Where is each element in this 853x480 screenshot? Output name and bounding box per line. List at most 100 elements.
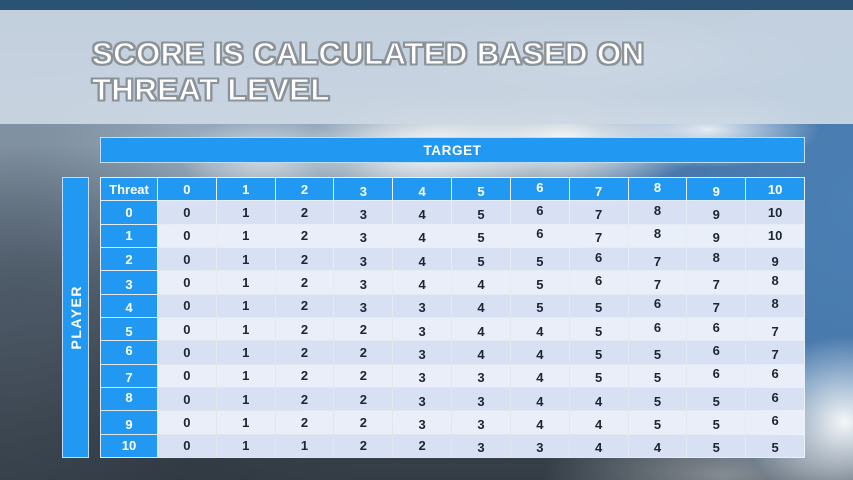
score-cell: 2 (275, 341, 334, 364)
score-cell: 3 (393, 364, 452, 387)
page-title-line2: THREAT LEVEL (91, 71, 330, 107)
score-cell: 1 (216, 411, 275, 434)
score-cell: 4 (452, 271, 510, 294)
score-cell: 7 (746, 318, 804, 341)
score-cell: 2 (334, 388, 393, 411)
score-cell: 9 (746, 248, 804, 271)
score-cell: 0 (158, 434, 216, 457)
score-cell: 3 (393, 388, 452, 411)
score-cell: 4 (452, 341, 510, 364)
score-cell: 1 (216, 434, 275, 457)
score-cell: 3 (393, 341, 452, 364)
score-cell: 6 (746, 388, 804, 411)
score-cell: 0 (158, 294, 216, 317)
score-cell: 6 (628, 318, 687, 341)
score-cell: 6 (687, 364, 746, 387)
score-cell: 8 (628, 201, 687, 224)
score-cell: 5 (510, 271, 569, 294)
title-band: SCORE IS CALCULATED BASED ON THREAT LEVE… (0, 10, 853, 124)
score-cell: 5 (569, 341, 628, 364)
score-cell: 9 (687, 224, 746, 247)
column-header-3: 3 (334, 178, 393, 201)
score-cell: 2 (334, 434, 393, 457)
row-label-6: 6 (101, 341, 157, 364)
row-label-3: 3 (101, 271, 157, 294)
score-cell: 4 (510, 364, 569, 387)
target-axis-bar: TARGET (100, 137, 805, 163)
score-cell: 3 (393, 318, 452, 341)
score-cell: 5 (628, 364, 687, 387)
score-cell: 1 (216, 224, 275, 247)
score-cell: 3 (393, 294, 452, 317)
score-cell: 6 (746, 411, 804, 434)
score-cell: 3 (510, 434, 569, 457)
column-header-0: 0 (158, 178, 216, 201)
score-cell: 2 (334, 364, 393, 387)
score-cell: 2 (275, 364, 334, 387)
score-cell: 2 (275, 201, 334, 224)
score-cell: 1 (216, 341, 275, 364)
target-axis-label: TARGET (423, 142, 482, 158)
score-cell: 8 (628, 224, 687, 247)
score-cell: 5 (746, 434, 804, 457)
score-cell: 1 (216, 271, 275, 294)
row-label-5: 5 (101, 318, 157, 341)
score-cell: 2 (275, 411, 334, 434)
row-label-8: 8 (101, 388, 157, 411)
row-label-4: 4 (101, 294, 157, 317)
score-cell: 2 (275, 224, 334, 247)
score-cell: 5 (569, 318, 628, 341)
score-cell: 1 (216, 201, 275, 224)
page-title: SCORE IS CALCULATED BASED ON THREAT LEVE… (91, 35, 645, 108)
score-cell: 4 (452, 318, 510, 341)
score-cell: 8 (687, 248, 746, 271)
score-cell: 3 (334, 248, 393, 271)
row-label-7: 7 (101, 364, 157, 387)
score-cell: 0 (158, 201, 216, 224)
score-cell: 4 (628, 434, 687, 457)
score-cell: 7 (628, 248, 687, 271)
score-cell: 0 (158, 388, 216, 411)
score-matrix-table: Threat 0 1 2 3 4 5 6 7 8 9 1 0 0 0 1 2 3 4 5 6 7 8 9 1 0 1 0 1 2 3 4 5 6 7… (100, 177, 805, 458)
score-cell: 0 (158, 318, 216, 341)
score-cell: 6 (687, 341, 746, 364)
score-cell: 3 (452, 411, 510, 434)
score-cell: 6 (746, 364, 804, 387)
score-cell: 5 (510, 248, 569, 271)
score-cell: 4 (393, 201, 452, 224)
score-cell: 4 (510, 318, 569, 341)
score-cell: 3 (334, 224, 393, 247)
player-axis-label: PLAYER (67, 285, 84, 350)
score-cell: 5 (510, 294, 569, 317)
score-cell: 4 (510, 411, 569, 434)
score-cell: 3 (334, 201, 393, 224)
row-label-0: 0 (101, 201, 157, 224)
score-cell: 1 (275, 434, 334, 457)
column-header-1: 1 (216, 178, 275, 201)
column-header-4: 4 (393, 178, 452, 201)
score-cell: 5 (628, 388, 687, 411)
score-cell: 7 (628, 271, 687, 294)
score-cell: 9 (687, 201, 746, 224)
score-cell: 5 (687, 434, 746, 457)
score-cell: 4 (452, 294, 510, 317)
score-cell: 6 (628, 294, 687, 317)
score-cell: 6 (510, 224, 569, 247)
score-cell: 4 (393, 271, 452, 294)
score-cell: 7 (687, 271, 746, 294)
score-cell: 0 (158, 411, 216, 434)
score-cell: 5 (569, 364, 628, 387)
page-title-line1: SCORE IS CALCULATED BASED ON (91, 35, 645, 71)
score-cell: 4 (393, 248, 452, 271)
score-cell: 0 (158, 364, 216, 387)
score-cell: 5 (628, 341, 687, 364)
corner-cell-threat: Threat (101, 178, 157, 201)
column-header-6: 6 (510, 178, 569, 201)
score-cell: 4 (569, 388, 628, 411)
score-cell: 4 (569, 434, 628, 457)
score-cell: 5 (452, 248, 510, 271)
score-cell: 5 (628, 411, 687, 434)
row-label-1: 1 (101, 224, 157, 247)
